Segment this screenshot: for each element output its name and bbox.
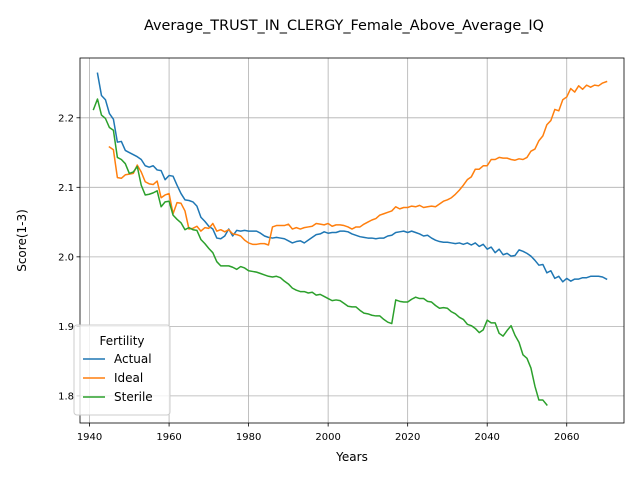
legend-item-actual: Actual [83, 352, 152, 366]
legend-box [73, 324, 171, 416]
series-line-actual [96, 72, 608, 283]
y-tick-label: 2.0 [58, 252, 74, 263]
x-tick-label: 1980 [236, 432, 261, 443]
x-tick-label: 2020 [395, 432, 420, 443]
series-line-sterile [92, 98, 548, 406]
legend-label: Actual [114, 352, 152, 366]
grid [80, 58, 624, 423]
legend-items: Actual Ideal Sterile [83, 352, 153, 404]
legend-item-sterile: Sterile [83, 390, 153, 404]
legend-item-ideal: Ideal [83, 371, 143, 385]
y-axis-label: Score(1-3) [15, 209, 29, 272]
x-tick-label: 2000 [315, 432, 340, 443]
chart-title: Average_TRUST_IN_CLERGY_Female_Above_Ave… [144, 18, 544, 34]
y-tick-label: 2.2 [58, 113, 74, 124]
legend: Fertility Actual Ideal Sterile [73, 324, 171, 416]
x-tick-label: 2060 [554, 432, 579, 443]
y-tick-label: 2.1 [58, 183, 74, 194]
y-tick-label: 1.8 [58, 391, 74, 402]
series-lines [92, 72, 608, 406]
y-tick-label: 1.9 [58, 322, 74, 333]
legend-title: Fertility [99, 334, 144, 348]
series-line-ideal [108, 80, 608, 246]
x-tick-label: 1960 [156, 432, 181, 443]
axis-ticks: 1940 1960 1980 2000 2020 2040 2060 1.8 1.9 2.0 2.1… [58, 113, 579, 443]
x-tick-label: 1940 [77, 432, 102, 443]
x-tick-label: 2040 [474, 432, 499, 443]
plot-frame [79, 57, 625, 424]
legend-label: Ideal [114, 371, 143, 385]
x-axis-label: Years [335, 450, 368, 464]
legend-label: Sterile [114, 390, 153, 404]
